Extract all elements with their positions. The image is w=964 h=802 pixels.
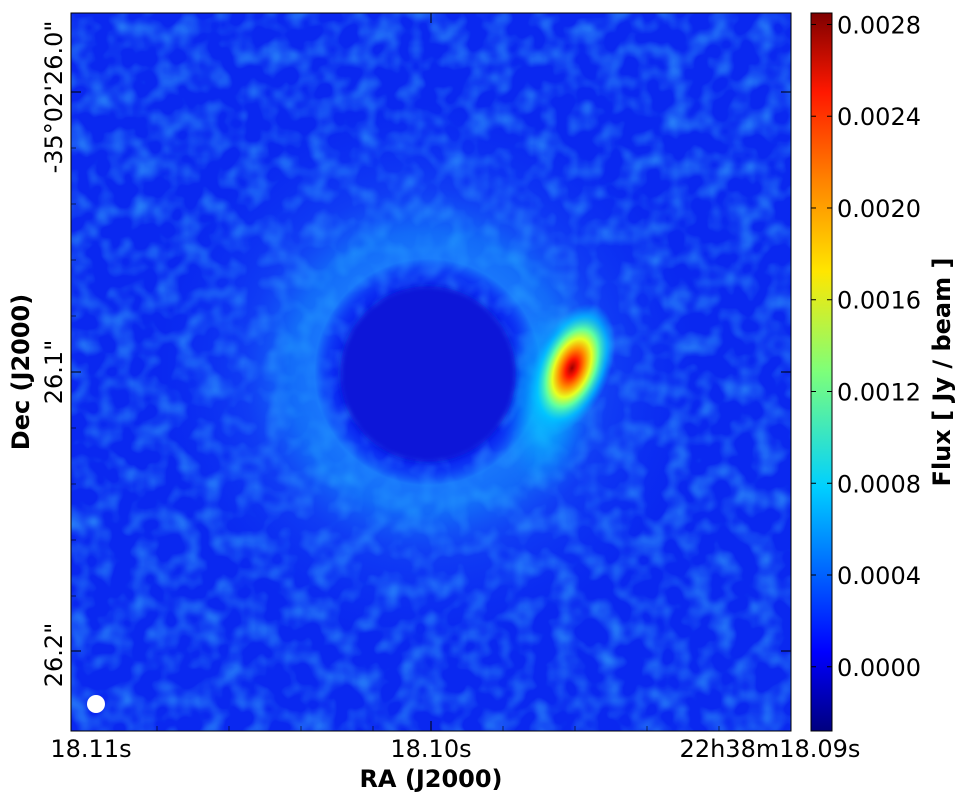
y-tick-label: -35°02'26.0": [40, 21, 68, 174]
colorbar-tick-label: 0.0008: [837, 470, 921, 498]
colorbar-tick-label: 0.0020: [837, 195, 921, 223]
colorbar-label: Flux [ Jy / beam ]: [928, 258, 956, 487]
central-cavity: [340, 286, 516, 462]
colorbar-gradient: [810, 12, 833, 732]
x-tick-label: 18.10s: [390, 735, 471, 763]
x-tick-label: 22h38m18.09s: [680, 735, 861, 763]
axis-ticks: [70, 13, 792, 731]
y-tick-label: 26.1": [40, 340, 68, 404]
emission-peak: [528, 303, 616, 433]
minor-ticks: [71, 147, 720, 731]
colorbar-tick-label: 0.0012: [837, 378, 921, 406]
x-tick-label: 18.11s: [50, 735, 131, 763]
colorbar-tick-label: 0.0000: [837, 654, 921, 682]
colorbar-tick-label: 0.0004: [837, 562, 921, 590]
y-tick-label: 26.2": [40, 623, 68, 687]
beam-marker: [87, 695, 105, 713]
colorbar-tick-label: 0.0028: [837, 11, 921, 39]
colorbar: 0.0000 0.0004 0.0008 0.0012 0.0016 0.0020 0.00…: [810, 11, 956, 732]
x-axis-label: RA (J2000): [359, 765, 502, 793]
y-axis-label: Dec (J2000): [7, 294, 35, 450]
colorbar-tick-label: 0.0024: [837, 103, 921, 131]
colorbar-tick-label: 0.0016: [837, 287, 921, 315]
sky-image: [71, 13, 791, 731]
